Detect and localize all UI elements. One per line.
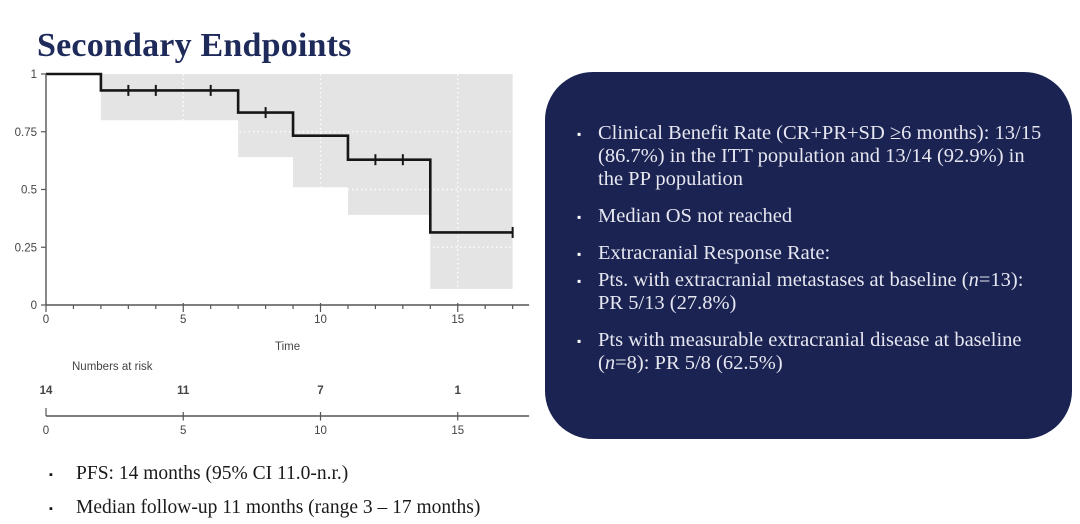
panel-bullet-item-text: Pts with measurable extracranial disease… bbox=[598, 329, 1022, 374]
bullet-icon: ▪ bbox=[577, 247, 582, 261]
risk-axis-label: 0 bbox=[43, 425, 49, 437]
km-chart: 1 0.75 0.5 0.25 0 0 5 10 15 Time Numbers at risk 14… bbox=[0, 60, 540, 450]
x-tick-label: 15 bbox=[451, 314, 464, 326]
panel-bullet-item: ▪ Pts with measurable extracranial diseas… bbox=[577, 329, 1046, 375]
risk-value: 7 bbox=[317, 385, 323, 397]
x-tick-label: 5 bbox=[180, 314, 186, 326]
footer-bullet-item: ▪ PFS: 14 months (95% CI 11.0-n.r.) bbox=[49, 462, 569, 486]
km-curve bbox=[46, 72, 513, 234]
panel-bullet-item-text: Pts. with extracranial metastases at bas… bbox=[598, 269, 1024, 314]
panel-bullet-item: ▪ Median OS not reached bbox=[577, 205, 1046, 228]
panel-bullet-item-text: Extracranial Response Rate: bbox=[598, 242, 831, 264]
x-axis-title: Time bbox=[275, 341, 300, 353]
footer-bullet-item-text: Median follow-up 11 months (range 3 – 17… bbox=[76, 497, 481, 518]
panel-bullet-item: ▪ Pts. with extracranial metastases at ba… bbox=[577, 269, 1046, 315]
results-panel: ▪ Clinical Benefit Rate (CR+PR+SD ≥6 mont… bbox=[545, 72, 1072, 439]
y-tick-label: 0.75 bbox=[15, 127, 37, 139]
risk-value: 1 bbox=[455, 385, 462, 397]
risk-value: 11 bbox=[177, 385, 190, 397]
footer-bullet-list: ▪ PFS: 14 months (95% CI 11.0-n.r.) ▪ Media… bbox=[49, 462, 569, 520]
bullet-icon: ▪ bbox=[577, 334, 582, 348]
results-bullet-list: ▪ Clinical Benefit Rate (CR+PR+SD ≥6 mont… bbox=[545, 72, 1072, 375]
panel-bullet-item: ▪ Extracranial Response Rate: bbox=[577, 242, 1046, 265]
panel-bullet-item-text: Clinical Benefit Rate (CR+PR+SD ≥6 month… bbox=[598, 122, 1042, 190]
risk-axis-label: 15 bbox=[451, 425, 464, 437]
risk-value: 14 bbox=[40, 385, 53, 397]
y-tick-label: 0.5 bbox=[21, 185, 37, 197]
numbers-at-risk-label: Numbers at risk bbox=[72, 361, 153, 373]
y-tick-label: 0 bbox=[31, 300, 37, 312]
footer-bullet-item-text: PFS: 14 months (95% CI 11.0-n.r.) bbox=[76, 463, 349, 484]
bullet-icon: ▪ bbox=[577, 274, 582, 288]
bullet-icon: ▪ bbox=[49, 503, 53, 515]
footer-bullet-item: ▪ Median follow-up 11 months (range 3 – 1… bbox=[49, 496, 569, 520]
risk-axis-label: 10 bbox=[314, 425, 327, 437]
y-tick-label: 1 bbox=[31, 69, 37, 81]
page-title: Secondary Endpoints bbox=[37, 26, 352, 64]
bullet-icon: ▪ bbox=[577, 210, 582, 224]
bullet-icon: ▪ bbox=[577, 127, 582, 141]
x-tick-label: 10 bbox=[314, 314, 327, 326]
y-tick-label: 0.25 bbox=[15, 242, 37, 254]
panel-bullet-item-text: Median OS not reached bbox=[598, 205, 793, 227]
confidence-band bbox=[100, 74, 513, 289]
panel-bullet-item: ▪ Clinical Benefit Rate (CR+PR+SD ≥6 mont… bbox=[577, 122, 1046, 191]
bullet-icon: ▪ bbox=[49, 469, 53, 481]
x-tick-label: 0 bbox=[43, 314, 49, 326]
footer-notes: ▪ PFS: 14 months (95% CI 11.0-n.r.) ▪ Media… bbox=[49, 462, 569, 524]
risk-axis-label: 5 bbox=[180, 425, 186, 437]
